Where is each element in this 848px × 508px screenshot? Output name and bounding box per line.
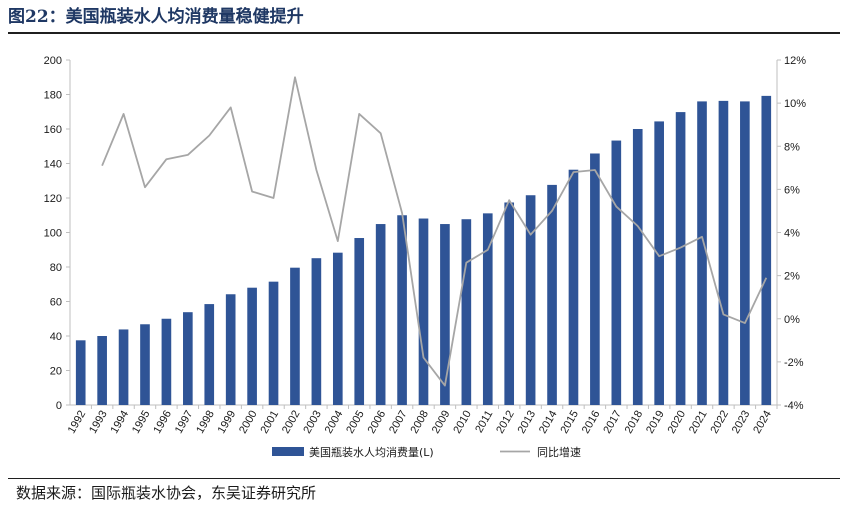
x-tick-label: 2014 [537,409,560,436]
y-right-tick-label: -2% [784,357,804,369]
x-tick-label: 1994 [109,409,132,436]
y-right-tick-label: 8% [784,141,800,153]
title-rule [8,32,840,34]
x-tick-label: 2015 [558,409,581,436]
x-tick-label: 2013 [516,409,539,436]
bar [568,169,579,405]
y-right-tick-label: 4% [784,228,800,240]
y-left-tick-label: 120 [44,193,62,205]
bar [75,340,86,405]
bar [225,294,236,405]
y-left-tick-label: 180 [44,90,62,102]
bar [718,100,729,405]
x-tick-label: 2012 [494,409,517,436]
source-note: 数据来源：国际瓶装水协会，东吴证券研究所 [16,484,317,502]
x-tick-label: 2010 [451,409,474,436]
bar [761,95,772,405]
x-tick-label: 2002 [280,409,303,436]
bar [440,224,450,405]
bar [632,129,643,405]
legend-label-line: 同比增速 [537,445,581,459]
bar [504,202,515,405]
y-right-tick-label: 6% [784,184,800,196]
y-right-tick-label: 12% [784,55,806,67]
y-right-tick-label: 10% [784,98,806,110]
x-tick-label: 1993 [87,409,110,436]
x-tick-label: 2024 [751,409,774,436]
bar [482,213,493,405]
y-left-tick-label: 60 [50,297,62,309]
bar [140,324,150,405]
bar [247,287,257,405]
x-tick-label: 1997 [173,409,196,436]
x-tick-label: 1996 [151,409,174,436]
bar [311,258,322,405]
x-tick-label: 2009 [430,409,453,436]
bar [161,318,172,405]
bar [697,101,707,406]
x-tick-label: 1992 [66,409,89,436]
bar [268,281,279,405]
legend-swatch-bar [272,447,304,456]
x-tick-label: 2021 [687,409,710,436]
x-tick-label: 2011 [473,408,495,434]
bar [418,218,429,405]
x-tick-label: 2023 [730,409,753,436]
chart: 0 20 40 60 80 100 120 140 160 180 200 -4% -2% 0% 2% 4% 6… [44,55,807,459]
x-tick-label: 1995 [130,409,153,436]
bar [97,336,107,405]
bar-series [75,95,772,406]
x-tick-label: 2005 [344,409,367,436]
figure-title: 图22：美国瓶装水人均消费量稳健提升 [8,7,304,27]
x-tick-label: 2003 [301,409,324,436]
bar [332,252,343,405]
bar [590,153,600,405]
legend-label-bar: 美国瓶装水人均消费量(L) [309,445,434,459]
y-left-tick-label: 100 [44,228,62,240]
x-tick-label: 2019 [644,409,667,436]
bar [461,219,472,405]
y-left-tick-label: 200 [44,55,62,67]
y-left-tick-label: 40 [50,331,62,343]
bar [525,195,536,405]
x-tick-label: 2016 [580,409,603,436]
bar [547,184,557,405]
growth-line [101,76,768,387]
bar [204,304,215,405]
y-right-tick-label: -4% [784,400,804,412]
source-rule [8,478,840,479]
line-series [101,76,768,387]
x-tick-label: 2008 [408,409,431,436]
y-left-tick-label: 20 [50,366,62,378]
y-right-tick-label: 0% [784,314,800,326]
bar [654,121,664,405]
bar [354,238,365,405]
y-left-tick-label: 140 [44,159,62,171]
bar [118,329,129,405]
x-tick-label: 2000 [237,409,260,436]
bar [611,140,622,405]
x-tick-label: 2007 [387,409,410,436]
x-tick-label: 2022 [708,409,731,436]
bar [740,101,750,406]
bar [290,267,300,405]
x-tick-label: 2006 [366,409,389,436]
y-left-tick-label: 0 [56,400,62,412]
legend: 美国瓶装水人均消费量(L) 同比增速 [272,445,581,459]
bar [675,112,686,405]
x-tick-label: 2020 [666,409,689,436]
bar [375,224,386,405]
x-tick-label: 2001 [258,409,281,436]
y-left-tick-label: 80 [50,262,62,274]
x-tick-label: 1999 [216,409,239,436]
bar [183,312,193,405]
x-tick-label: 2004 [323,409,346,436]
x-tick-label: 1998 [194,409,217,436]
x-tick-label: 2017 [601,409,624,436]
bar [397,215,407,405]
y-right-tick-label: 2% [784,271,800,283]
x-tick-label: 2018 [623,409,646,436]
y-left-tick-label: 160 [44,124,62,136]
